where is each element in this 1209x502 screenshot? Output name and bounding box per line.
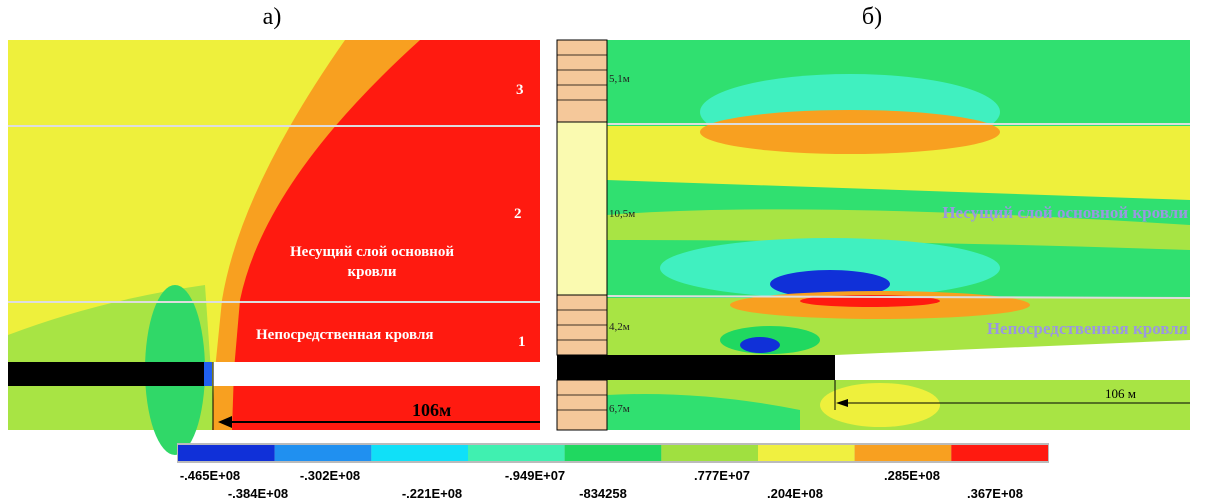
- colorbar: -.465E+08 -.384E+08 -.302E+08 -.221E+08 -.94…: [177, 443, 1049, 501]
- layer-number: 2: [514, 206, 522, 222]
- layer-number: 1: [518, 334, 526, 350]
- panel-a: 3 2 1 Несущий слой основной кровли Непос…: [8, 40, 540, 455]
- colorbar-label: -.302E+08: [300, 468, 360, 483]
- thickness-label: 10,5м: [609, 208, 635, 220]
- thickness-label: 5,1м: [609, 73, 630, 85]
- layer-label: Непосредственная кровля: [987, 319, 1188, 338]
- colorbar-segment: [178, 445, 275, 461]
- colorbar-label: .285E+08: [884, 468, 940, 483]
- colorbar-segment: [661, 445, 758, 461]
- layer-number: 3: [516, 82, 524, 98]
- layer-label: Несущий слой основной кровли: [942, 203, 1188, 222]
- colorbar-segment: [758, 445, 855, 461]
- distance-label: 106м: [412, 400, 451, 420]
- panel-label: б): [862, 4, 882, 30]
- colorbar-label: -834258: [579, 486, 627, 501]
- layer-label: Непосредственная кровля: [256, 327, 434, 343]
- colorbar-segment: [951, 445, 1048, 461]
- layer-label: кровли: [347, 264, 396, 280]
- colorbar-segment: [275, 445, 372, 461]
- panel-b: 5,1м 10,5м 4,2м 6,7м Несущий слой основн…: [557, 40, 1190, 430]
- panel-label: а): [263, 4, 282, 30]
- colorbar-label: -.465E+08: [180, 468, 240, 483]
- colorbar-label: .367E+08: [967, 486, 1023, 501]
- colorbar-segment: [565, 445, 662, 461]
- thickness-label: 4,2м: [609, 321, 630, 333]
- distance-label: 106 м: [1105, 386, 1136, 401]
- colorbar-label: -.949E+07: [505, 468, 565, 483]
- colorbar-segment: [371, 445, 468, 461]
- layer-label: Несущий слой основной: [290, 244, 454, 260]
- thickness-label: 6,7м: [609, 403, 630, 415]
- colorbar-segment: [855, 445, 952, 461]
- figure: а) б) 3 2 1 Несущий слой основной кровли…: [0, 0, 1209, 502]
- colorbar-segment: [468, 445, 565, 461]
- colorbar-label: .204E+08: [767, 486, 823, 501]
- colorbar-label: -.221E+08: [402, 486, 462, 501]
- colorbar-label: -.384E+08: [228, 486, 288, 501]
- colorbar-label: .777E+07: [694, 468, 750, 483]
